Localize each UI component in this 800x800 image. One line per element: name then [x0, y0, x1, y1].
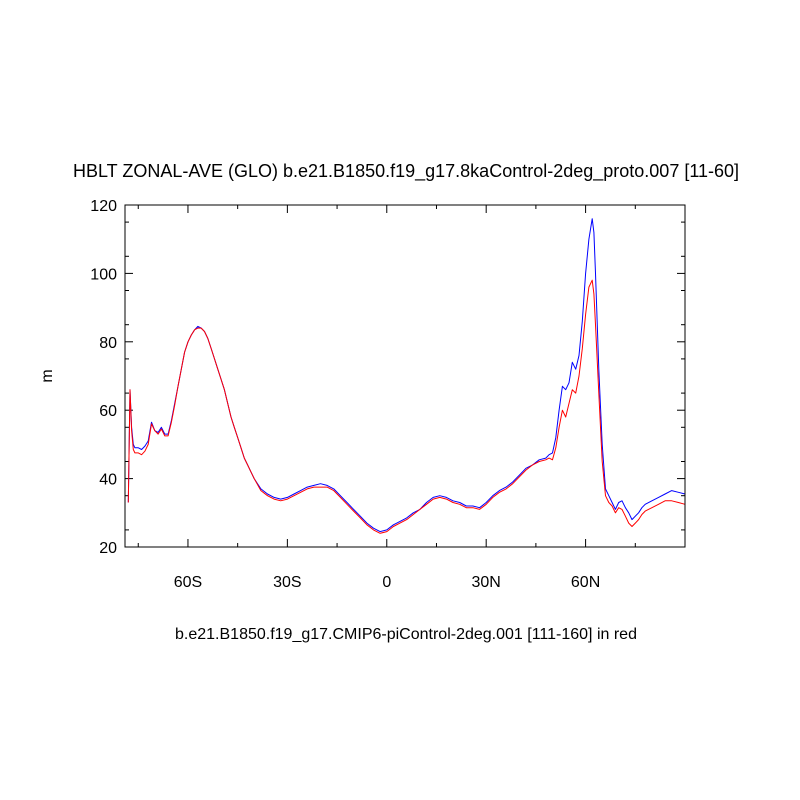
chart-subtitle: b.e21.B1850.f19_g17.CMIP6-piControl-2deg… [175, 626, 637, 643]
y-axis-label: m [39, 369, 56, 382]
plot-frame [124, 204, 686, 548]
axis-ticks: 20 40 60 80 100 120 60S 30S 0 30N 60N [90, 198, 686, 591]
y-tick-label: 80 [99, 335, 117, 352]
y-tick-label: 60 [99, 403, 117, 420]
x-tick-label: 30S [273, 574, 301, 591]
series-line-red [127, 279, 686, 534]
y-tick-label: 20 [99, 540, 117, 557]
x-tick-label: 60S [174, 574, 202, 591]
chart-title: HBLT ZONAL-AVE (GLO) b.e21.B1850.f19_g17… [73, 161, 739, 182]
x-tick-label: 60N [571, 574, 600, 591]
series-line-blue [127, 218, 686, 533]
y-tick-label: 40 [99, 472, 117, 489]
y-tick-label: 120 [90, 198, 117, 215]
y-tick-label: 100 [90, 266, 117, 283]
plot-lines [127, 218, 686, 534]
x-tick-label: 0 [382, 574, 391, 591]
x-tick-label: 30N [472, 574, 501, 591]
